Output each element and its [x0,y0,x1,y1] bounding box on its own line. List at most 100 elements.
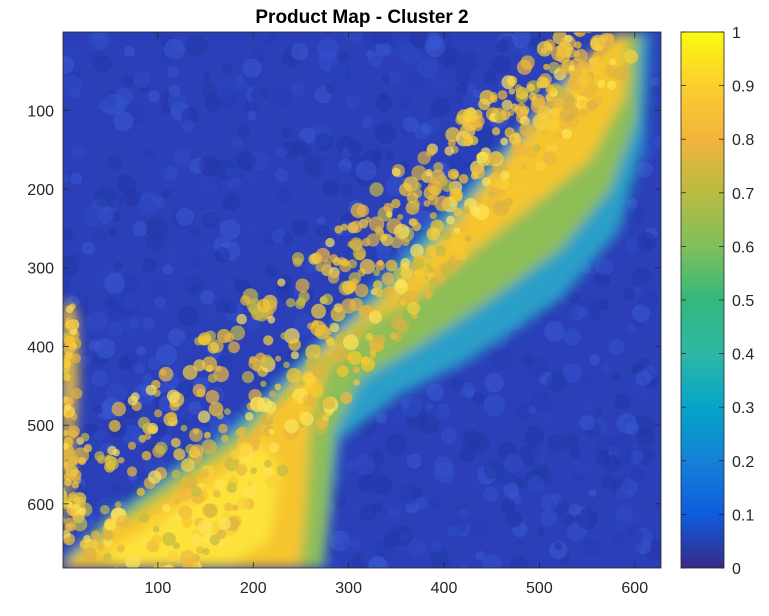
band-cell [102,529,114,541]
band-cell [493,200,509,216]
band-cell [476,151,489,164]
band-cell [381,288,391,297]
bg-cell [188,401,202,415]
bg-cell [637,161,654,178]
bg-cell [576,508,598,530]
bg-cell [317,38,339,60]
bg-cell [271,86,293,108]
bg-cell [235,150,256,171]
bg-cell [173,149,192,168]
colorbar-tick-label: 0.8 [732,132,754,149]
band-cell [340,258,349,267]
edge-cell [64,536,71,543]
band-cell [196,546,204,555]
bg-cell [544,320,565,342]
colorbar-tick-label: 0.1 [732,507,754,524]
bg-cell [547,434,566,453]
bg-cell [472,392,485,405]
bg-cell [121,75,134,87]
band-cell [236,426,247,437]
band-cell [353,366,360,374]
band-cell [100,504,110,515]
bg-cell [369,473,391,495]
band-cell [126,466,138,477]
y-tick-label: 100 [27,103,54,120]
bg-cell [503,453,524,474]
band-cell [476,195,483,203]
bg-cell [368,556,389,568]
bg-cell [276,283,295,301]
band-cell [148,470,162,484]
band-cell [37,468,48,479]
band-cell [162,532,176,546]
band-cell [224,502,234,512]
band-cell [373,269,380,277]
band-cell [510,103,519,112]
band-cell [290,351,299,360]
band-cell [190,444,204,458]
bg-cell [214,76,236,99]
bg-cell [290,112,304,127]
bg-cell [483,69,497,84]
bg-cell [179,340,194,354]
bg-cell [386,70,401,84]
bg-cell [343,537,359,553]
bg-cell [597,298,609,310]
bg-cell [309,168,320,179]
band-cell [82,546,98,562]
bg-cell [63,173,70,184]
band-cell [381,272,395,286]
bg-cell [475,550,485,561]
band-cell [149,513,164,528]
edge-cell [66,501,73,508]
band-cell [497,188,506,197]
band-cell [285,298,296,308]
band-cell [216,412,224,420]
bg-cell [252,48,267,62]
band-cell [504,127,515,138]
band-cell [547,118,560,131]
bg-cell [325,83,336,94]
band-cell [540,129,547,136]
bg-cell [219,219,241,240]
bg-cell [89,339,101,352]
band-cell [580,14,587,21]
band-cell [326,337,336,347]
colorbar-tick-label: 0.2 [732,454,754,471]
band-cell [532,113,549,130]
band-cell [427,180,442,195]
band-cell [138,434,147,443]
band-cell [574,41,582,49]
bg-cell [450,377,464,391]
colorbar-tick-label: 0.6 [732,239,754,256]
bg-cell [540,509,558,527]
band-cell [330,306,346,322]
band-cell [453,227,461,234]
band-cell [549,107,560,118]
colorbar-tick-label: 0.9 [732,79,754,96]
bg-cell [407,538,426,557]
band-cell [207,373,218,384]
bg-cell [181,106,199,125]
band-cell [108,419,121,432]
bg-cell [491,348,514,370]
band-cell [263,459,272,468]
bg-cell [291,219,309,237]
band-cell [425,245,437,256]
band-cell [83,444,93,453]
bg-cell [536,527,546,536]
band-cell [192,383,206,397]
band-cell [462,107,478,123]
bg-cell [94,337,116,359]
bg-cell [630,363,640,373]
bg-cell [345,461,356,472]
band-cell [368,310,382,324]
colorbar-tick-label: 0 [732,561,741,578]
band-cell [198,332,212,346]
band-cell [433,162,444,173]
band-cell [365,332,374,341]
band-cell [106,457,120,470]
bg-cell [145,216,168,239]
bg-cell [540,410,556,426]
band-cell [171,469,181,479]
